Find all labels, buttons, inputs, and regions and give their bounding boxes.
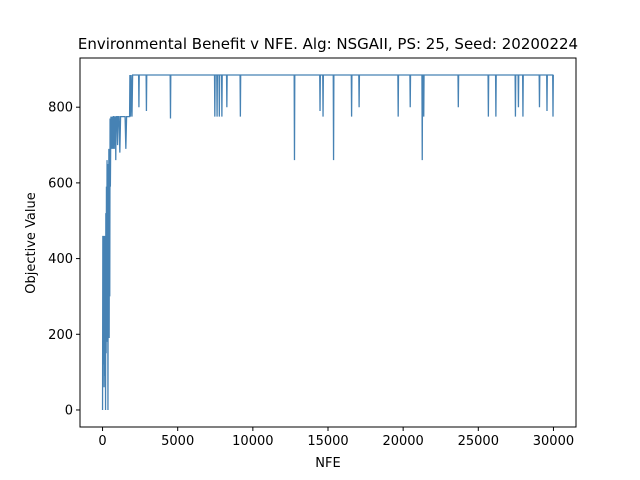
- x-axis-ticks: 0 5000 10000 15000 20000 25000 30000: [98, 427, 574, 449]
- x-tick-label: 30000: [533, 434, 574, 449]
- y-axis-label: Objective Value: [24, 192, 39, 293]
- x-axis-label: NFE: [315, 456, 340, 471]
- series-line-0: [101, 74, 554, 410]
- y-axis-ticks: 0 200 400 600 800: [48, 101, 80, 418]
- plot-area: [101, 74, 554, 410]
- y-tick-label: 200: [48, 328, 73, 343]
- x-tick-label: 15000: [307, 434, 348, 449]
- x-tick-label: 20000: [382, 434, 423, 449]
- x-tick-label: 0: [98, 434, 106, 449]
- chart-title: Environmental Benefit v NFE. Alg: NSGAII…: [78, 35, 578, 53]
- axes-frame: [79, 57, 577, 428]
- y-tick-label: 800: [48, 101, 73, 116]
- x-tick-label: 10000: [232, 434, 273, 449]
- x-tick-label: 5000: [161, 434, 194, 449]
- y-tick-label: 600: [48, 176, 73, 191]
- y-tick-label: 0: [65, 403, 73, 418]
- y-tick-label: 400: [48, 252, 73, 267]
- x-tick-label: 25000: [458, 434, 499, 449]
